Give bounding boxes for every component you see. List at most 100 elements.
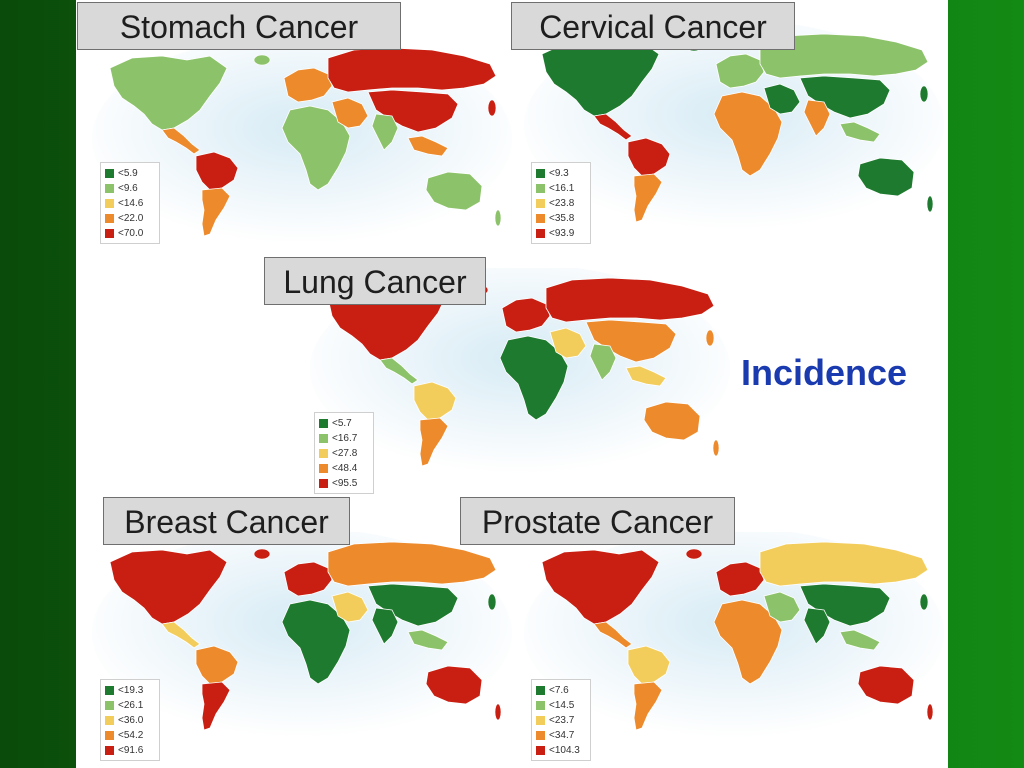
legend-item: <23.7 [536,713,586,728]
legend-swatch [536,701,545,710]
region-russia [545,277,715,323]
legend-swatch [319,464,328,473]
legend-item: <9.6 [105,181,155,196]
legend-label: <19.3 [118,685,144,696]
region-south-america-south [633,173,663,223]
region-new-zealand [494,209,502,227]
region-south-america-north [627,137,671,177]
region-south-america-north [627,645,671,685]
breast-cancer-title: Breast Cancer [103,497,350,545]
prostate-cancer-legend: <7.6 <14.5 <23.7 <34.7 <104.3 [531,679,591,761]
region-europe [501,297,551,333]
legend-item: <26.1 [105,698,155,713]
legend-swatch [105,746,114,755]
legend-swatch [105,229,114,238]
region-middle-east [549,327,587,359]
legend-swatch [105,686,114,695]
region-new-zealand [926,195,934,213]
region-japan [487,99,497,117]
legend-swatch [105,199,114,208]
legend-label: <104.3 [549,745,580,756]
legend-item: <16.7 [319,431,369,446]
world-map [92,532,512,738]
legend-label: <16.1 [549,183,575,194]
region-north-america [109,55,228,131]
world-map [524,24,944,230]
region-africa [713,599,783,685]
region-middle-east [331,591,369,623]
legend-item: <70.0 [105,226,155,241]
region-europe [715,561,765,597]
legend-label: <23.7 [549,715,575,726]
legend-item: <5.7 [319,416,369,431]
legend-item: <14.5 [536,698,586,713]
region-greenland [253,548,271,560]
lung-cancer-title: Lung Cancer [264,257,486,305]
legend-item: <104.3 [536,743,586,758]
region-south-america-south [633,681,663,731]
legend-label: <36.0 [118,715,144,726]
region-new-zealand [494,703,502,721]
region-africa [713,91,783,177]
prostate-cancer-map [524,532,944,742]
region-europe [715,53,765,89]
breast-cancer-legend: <19.3 <26.1 <36.0 <54.2 <91.6 [100,679,160,761]
region-japan [705,329,715,347]
region-middle-east [331,97,369,129]
stomach-cancer-title: Stomach Cancer [77,2,401,50]
region-central-america [379,357,419,385]
region-europe [283,67,333,103]
region-india [371,607,399,645]
stomach-cancer-map [92,38,512,248]
region-middle-east [763,83,801,115]
region-india [803,99,831,137]
cervical-cancer-title: Cervical Cancer [511,2,795,50]
legend-item: <9.3 [536,166,586,181]
region-russia [327,47,497,93]
region-new-zealand [926,703,934,721]
legend-item: <23.8 [536,196,586,211]
legend-label: <23.8 [549,198,575,209]
region-japan [487,593,497,611]
region-australia [643,401,701,441]
lung-cancer-map [310,268,730,478]
region-south-america-north [413,381,457,421]
legend-swatch [536,199,545,208]
legend-swatch [105,731,114,740]
legend-item: <22.0 [105,211,155,226]
region-southeast-asia [625,365,667,387]
region-india [371,113,399,151]
legend-label: <54.2 [118,730,144,741]
region-russia [759,541,929,587]
legend-label: <5.7 [332,418,352,429]
legend-label: <14.5 [549,700,575,711]
region-australia [425,171,483,211]
region-south-america-south [201,187,231,237]
region-southeast-asia [407,135,449,157]
legend-item: <95.5 [319,476,369,491]
legend-label: <93.9 [549,228,575,239]
legend-label: <22.0 [118,213,144,224]
region-australia [857,665,915,705]
legend-label: <35.8 [549,213,575,224]
legend-label: <26.1 [118,700,144,711]
legend-item: <34.7 [536,728,586,743]
legend-swatch [536,229,545,238]
region-russia [759,33,929,79]
incidence-label: Incidence [741,352,908,393]
legend-swatch [536,184,545,193]
region-india [803,607,831,645]
region-europe [283,561,333,597]
legend-label: <34.7 [549,730,575,741]
legend-item: <93.9 [536,226,586,241]
legend-label: <14.6 [118,198,144,209]
legend-swatch [536,731,545,740]
region-new-zealand [712,439,720,457]
legend-label: <27.8 [332,448,358,459]
legend-swatch [319,419,328,428]
region-russia [327,541,497,587]
legend-label: <5.9 [118,168,138,179]
legend-swatch [536,716,545,725]
region-southeast-asia [839,629,881,651]
region-south-america-north [195,645,239,685]
